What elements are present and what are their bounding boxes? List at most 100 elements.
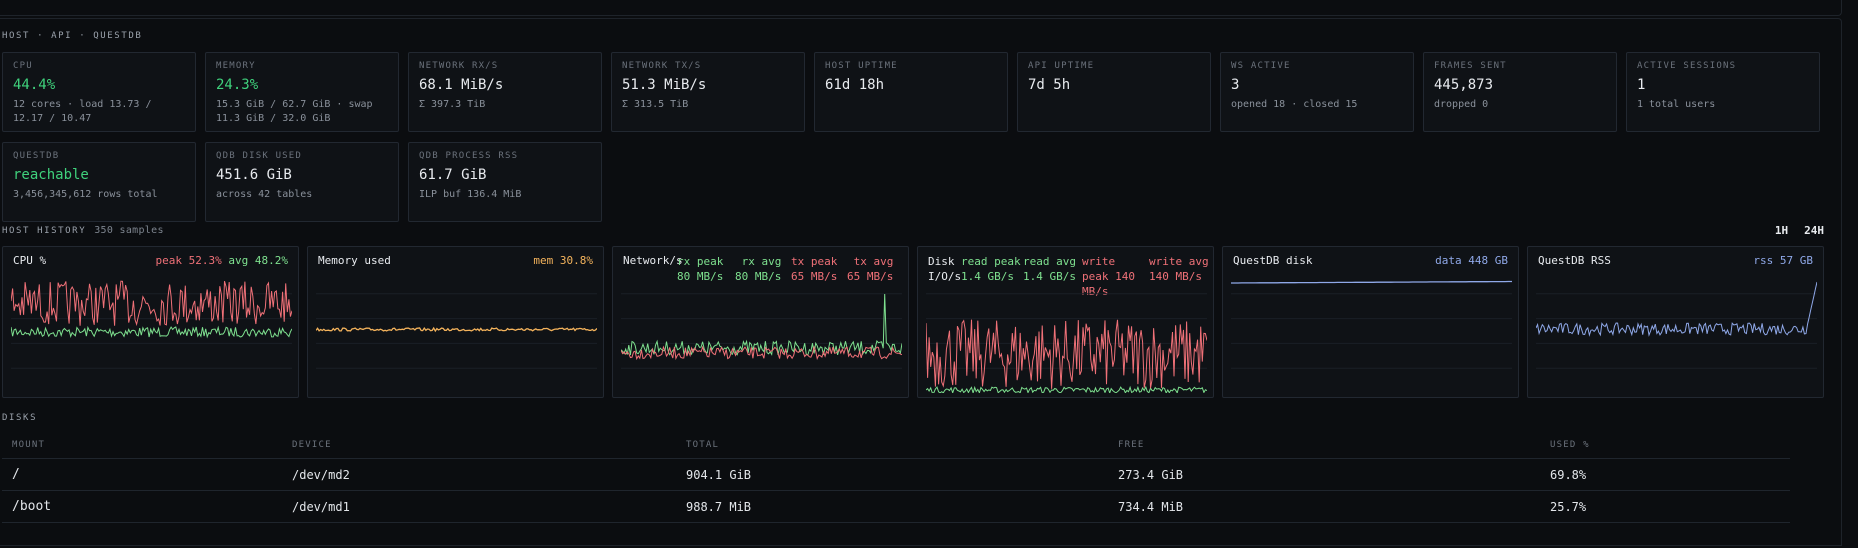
card-network-rx: NETWORK RX/S 68.1 MiB/s Σ 397.3 TiB — [408, 52, 602, 132]
card-value: 44.4% — [13, 77, 56, 93]
card-qdb-disk-used: QDB DISK USED 451.6 GiB across 42 tables — [205, 142, 399, 222]
card-memory: MEMORY 24.3% 15.3 GiB / 62.7 GiB · swap … — [205, 52, 399, 132]
chart-questdb-disk: QuestDB disk data 448 GB — [1222, 246, 1519, 398]
card-sub: ILP buf 136.4 MiB — [419, 189, 522, 200]
range-selector: 1H 24H — [1759, 224, 1824, 237]
questdb-disk-series — [1231, 280, 1512, 284]
legend-read-avg-value: 1.4 GB/s — [1023, 270, 1076, 283]
legend-read-peak: read peak 1.4 GB/s — [961, 254, 1021, 284]
card-frames-sent: FRAMES SENT 445,873 dropped 0 — [1423, 52, 1617, 132]
card-label: API UPTIME — [1028, 61, 1095, 71]
legend-rx-avg: rx avg 80 MB/s — [735, 254, 781, 284]
chart-questdb-rss: QuestDB RSS rss 57 GB — [1527, 246, 1824, 398]
card-label: QUESTDB — [13, 151, 60, 161]
disks-title: DISKS — [2, 413, 38, 423]
card-value: 24.3% — [216, 77, 259, 93]
legend-tx-peak-value: 65 MB/s — [791, 270, 838, 283]
card-label: FRAMES SENT — [1434, 61, 1507, 71]
card-cpu: CPU 44.4% 12 cores · load 13.73 / 12.17 … — [2, 52, 196, 132]
card-api-uptime: API UPTIME 7d 5h — [1017, 52, 1211, 132]
disk-write-series — [926, 319, 1207, 389]
card-sub: 1 total users — [1637, 99, 1716, 110]
legend-tx-avg-value: 65 MB/s — [847, 270, 894, 283]
col-free: FREE — [1108, 432, 1540, 459]
cell-free: 734.4 MiB — [1108, 490, 1540, 523]
card-questdb: QUESTDB reachable 3,456,345,612 rows tot… — [2, 142, 196, 222]
card-value: 445,873 — [1434, 77, 1494, 93]
chart-legend: peak 52.3% avg 48.2% — [156, 254, 288, 267]
legend-rx-peak: rx peak 80 MB/s — [677, 254, 723, 284]
cell-free: 273.4 GiB — [1108, 458, 1540, 491]
cell-device: /dev/md1 — [282, 490, 676, 523]
card-sub: across 42 tables — [216, 189, 313, 200]
network-tx-series — [621, 345, 902, 361]
card-label: HOST UPTIME — [825, 61, 898, 71]
legend-write-avg-value: 140 MB/s — [1149, 270, 1202, 283]
legend-avg: avg 48.2% — [228, 254, 288, 267]
range-24h-button[interactable]: 24H — [1804, 224, 1824, 237]
card-label: MEMORY — [216, 61, 256, 71]
card-sub: 15.3 GiB / 62.7 GiB · swap 11.3 GiB / 32… — [216, 99, 373, 124]
cpu-series — [11, 280, 292, 327]
card-host-uptime: HOST UPTIME 61d 18h — [814, 52, 1008, 132]
card-label: NETWORK RX/S — [419, 61, 499, 71]
legend-rx-peak-value: 80 MB/s — [677, 270, 724, 283]
card-value: 61d 18h — [825, 77, 885, 93]
legend-tx-avg-label: tx avg — [853, 255, 894, 268]
cell-device: /dev/md2 — [282, 458, 676, 491]
card-label: NETWORK TX/S — [622, 61, 702, 71]
card-value: 7d 5h — [1028, 77, 1071, 93]
chart-cpu: CPU % peak 52.3% avg 48.2% — [2, 246, 299, 398]
table-row: / /dev/md2 904.1 GiB 273.4 GiB 69.8% — [2, 458, 1790, 491]
network-plot — [621, 293, 902, 369]
legend-read-peak-label: read peak — [961, 255, 1021, 268]
card-value: 68.1 MiB/s — [419, 77, 504, 93]
questdb-rss-plot — [1536, 281, 1817, 369]
history-title: HOST HISTORY — [2, 226, 87, 236]
legend-write-peak-label: write peak 140 — [1082, 255, 1135, 283]
card-network-tx: NETWORK TX/S 51.3 MiB/s Σ 313.5 TiB — [611, 52, 805, 132]
card-label: CPU — [13, 61, 33, 71]
chart-title: CPU % — [13, 254, 47, 267]
card-sub: 12 cores · load 13.73 / 12.17 / 10.47 — [13, 99, 152, 124]
col-device: DEVICE — [282, 432, 676, 459]
memory-plot — [316, 293, 597, 369]
disks-table: MOUNT DEVICE TOTAL FREE USED % / /dev/md… — [2, 432, 1790, 523]
legend-mem: mem 30.8% — [533, 254, 593, 267]
legend-rx-avg-value: 80 MB/s — [735, 270, 782, 283]
legend-rx-avg-label: rx avg — [741, 255, 782, 268]
host-section-title: HOST · API · QUESTDB — [2, 31, 143, 41]
cell-mount: /boot — [2, 490, 282, 523]
card-ws-active: WS ACTIVE 3 opened 18 · closed 15 — [1220, 52, 1414, 132]
col-mount: MOUNT — [2, 432, 282, 459]
chart-network: Network/s rx peak 80 MB/s rx avg 80 MB/s t… — [612, 246, 909, 398]
legend-read-peak-value: 1.4 GB/s — [961, 270, 1014, 283]
cpu-plot — [11, 280, 292, 369]
card-qdb-process-rss: QDB PROCESS RSS 61.7 GiB ILP buf 136.4 M… — [408, 142, 602, 222]
legend-write-avg: write avg 140 MB/s — [1149, 254, 1209, 284]
cell-used: 25.7% — [1540, 490, 1790, 523]
card-value: 1 — [1637, 77, 1646, 93]
card-label: ACTIVE SESSIONS — [1637, 61, 1737, 71]
chart-disk: Disk I/O/s read peak 1.4 GB/s read avg 1.4… — [917, 246, 1214, 398]
legend-read-avg-label: read avg — [1023, 255, 1076, 268]
cpu-avg-series — [11, 325, 292, 339]
legend-rss: rss 57 GB — [1753, 254, 1813, 267]
col-used: USED % — [1540, 432, 1790, 459]
card-sub: Σ 313.5 TiB — [622, 99, 689, 110]
legend-tx-avg: tx avg 65 MB/s — [847, 254, 893, 284]
card-sub: 3,456,345,612 rows total — [13, 189, 158, 200]
cell-mount: / — [2, 458, 282, 491]
cell-used: 69.8% — [1540, 458, 1790, 491]
legend-write-peak-value: MB/s — [1082, 285, 1109, 298]
chart-title: QuestDB RSS — [1538, 254, 1611, 267]
range-1h-button[interactable]: 1H — [1774, 224, 1789, 237]
card-sub: opened 18 · closed 15 — [1231, 99, 1358, 110]
history-samples: 350 samples — [94, 225, 164, 236]
top-frame — [0, 0, 1842, 16]
card-label: QDB PROCESS RSS — [419, 151, 519, 161]
card-value: 51.3 MiB/s — [622, 77, 707, 93]
legend-write-peak: write peak 140 MB/s — [1082, 254, 1140, 299]
legend-tx-peak-label: tx peak — [791, 255, 838, 268]
disk-read-series — [926, 385, 1207, 393]
